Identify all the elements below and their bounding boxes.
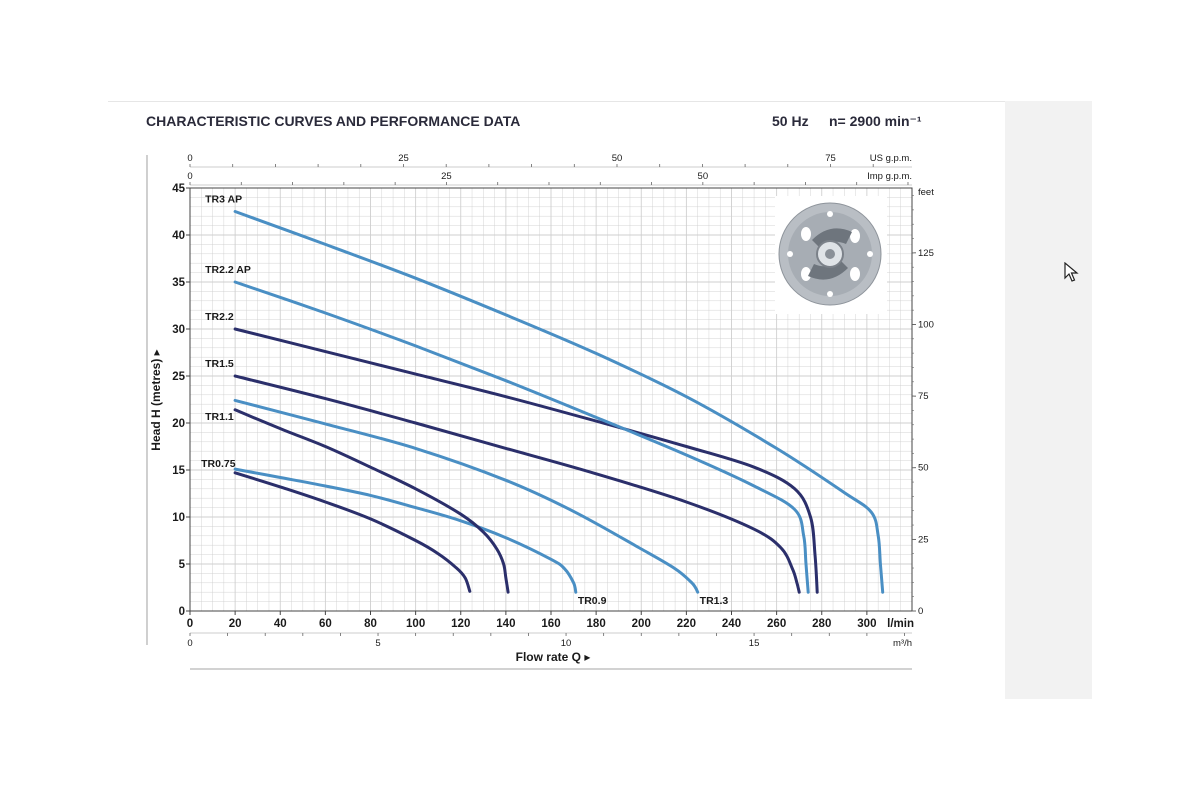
x-tick-label: 300 — [857, 618, 876, 630]
us-gpm-tick-label: 75 — [825, 153, 836, 164]
series-line-tr0-9 — [233, 467, 578, 594]
imp-gpm-tick-label: 50 — [698, 171, 709, 182]
y-axis-title: Head H (metres) ▸ — [149, 349, 163, 450]
y-tick-label: 15 — [172, 465, 185, 477]
series-label-tr1-1: TR1.1 — [205, 411, 234, 423]
us-gpm-unit: US g.p.m. — [870, 153, 912, 164]
feet-unit: feet — [918, 187, 934, 198]
series-line-tr2-2-ap — [233, 280, 810, 594]
feet-tick-label: 25 — [918, 534, 929, 545]
chart-title: CHARACTERISTIC CURVES AND PERFORMANCE DA… — [146, 113, 520, 129]
imp-gpm-unit: Imp g.p.m. — [867, 171, 912, 182]
series-line-tr2-2 — [233, 327, 819, 594]
m3h-unit: m³/h — [893, 638, 912, 649]
us-gpm-tick-label: 0 — [187, 153, 192, 164]
feet-tick-label: 0 — [918, 606, 923, 617]
x-tick-label: 80 — [364, 618, 377, 630]
cursor-arrow-icon — [1064, 262, 1079, 282]
frequency-label: 50 Hz — [772, 113, 809, 129]
series-label-tr2-2-ap: TR2.2 AP — [205, 264, 251, 276]
y-tick-label: 45 — [172, 183, 185, 195]
y-tick-label: 20 — [172, 418, 185, 430]
series-labels: TR0.75 TR0.9 TR1.1 TR1.3 TR1.5 TR2.2 TR2.2 AP T… — [201, 194, 728, 608]
y-tick-label: 25 — [172, 371, 185, 383]
x-tick-label: 0 — [187, 618, 193, 630]
m3h-tick-label: 15 — [749, 638, 760, 649]
series-label-tr0-75: TR0.75 — [201, 458, 236, 470]
x-tick-label: 280 — [812, 618, 831, 630]
us-gpm-tick-label: 50 — [612, 153, 623, 164]
m3h-tick-label: 5 — [375, 638, 380, 649]
side-panel — [1005, 101, 1092, 699]
feet-tick-label: 100 — [918, 319, 934, 330]
series-line-tr1-3 — [233, 398, 700, 594]
series-line-tr3-ap — [233, 210, 885, 594]
imp-gpm-tick-label: 25 — [441, 171, 452, 182]
x-tick-label: 120 — [451, 618, 470, 630]
speed-label: n= 2900 min⁻¹ — [829, 113, 922, 129]
m3h-tick-label: 0 — [187, 638, 192, 649]
series-label-tr1-3: TR1.3 — [700, 595, 729, 607]
x-tick-label: 180 — [587, 618, 606, 630]
series-label-tr0-9: TR0.9 — [578, 595, 607, 607]
y-tick-label: 10 — [172, 512, 185, 524]
series-label-tr2-2: TR2.2 — [205, 311, 234, 323]
x-tick-label: 240 — [722, 618, 741, 630]
x-tick-label: 160 — [541, 618, 560, 630]
us-gpm-tick-label: 25 — [398, 153, 409, 164]
x-tick-label: 20 — [229, 618, 242, 630]
m3h-tick-label: 10 — [561, 638, 572, 649]
y-tick-label: 5 — [179, 559, 186, 571]
series-line-tr1-5 — [233, 374, 801, 594]
x-tick-label: 40 — [274, 618, 287, 630]
series-line-tr0-75 — [233, 471, 472, 593]
y-tick-label: 35 — [172, 277, 185, 289]
impeller-photo-icon — [775, 196, 887, 314]
x-axis-title: Flow rate Q ▸ — [516, 650, 591, 664]
x-tick-label: 200 — [632, 618, 651, 630]
x-tick-label: 140 — [496, 618, 515, 630]
feet-tick-label: 75 — [918, 391, 929, 402]
x-tick-label: 60 — [319, 618, 332, 630]
top-divider — [108, 101, 1092, 102]
y-tick-label: 0 — [179, 606, 185, 618]
feet-tick-label: 125 — [918, 248, 934, 259]
x-tick-label: 260 — [767, 618, 786, 630]
imp-gpm-tick-label: 0 — [187, 171, 192, 182]
series-label-tr1-5: TR1.5 — [205, 358, 234, 370]
series-line-tr1-1 — [233, 408, 510, 594]
x-tick-label: 220 — [677, 618, 696, 630]
axes: 0 20 40 60 80 100 120 140 160 180 200 220 240 260 280 3… — [146, 153, 934, 670]
feet-tick-label: 50 — [918, 463, 929, 474]
x-unit-label: l/min — [887, 618, 914, 630]
x-tick-label: 100 — [406, 618, 425, 630]
series-lines — [233, 210, 885, 594]
series-label-tr3-ap: TR3 AP — [205, 194, 242, 206]
y-tick-label: 30 — [172, 324, 185, 336]
y-tick-label: 40 — [172, 230, 185, 242]
